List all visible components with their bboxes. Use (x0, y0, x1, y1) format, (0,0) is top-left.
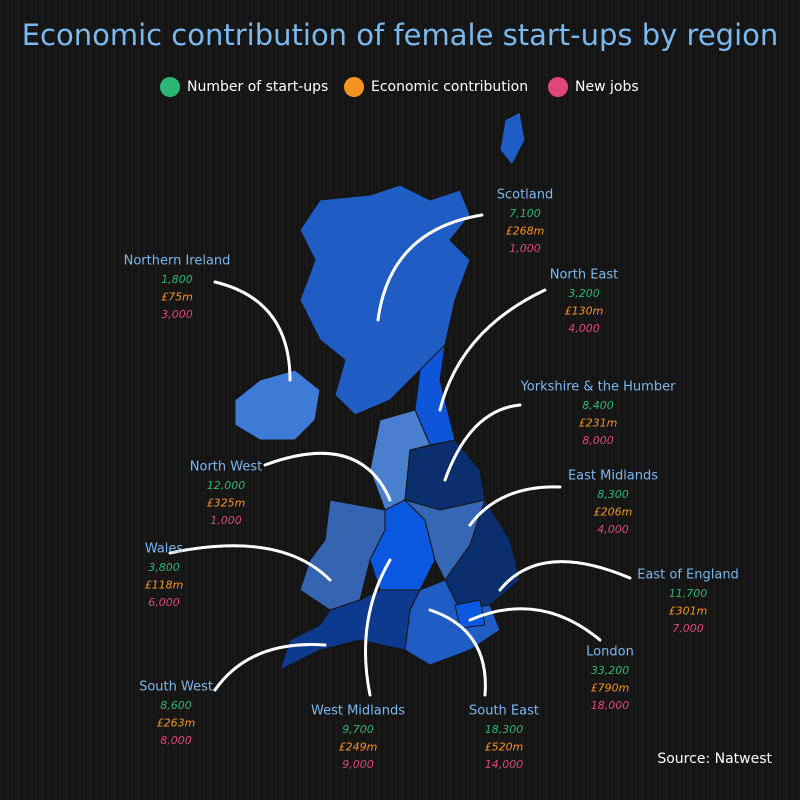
region-jobs: 9,000 (342, 758, 374, 771)
legend-label: Number of start-ups (187, 79, 328, 95)
legend-swatch (548, 77, 568, 97)
region-jobs: 18,000 (591, 699, 630, 712)
region-jobs: 3,000 (161, 308, 193, 321)
region-contribution: £130m (565, 305, 604, 318)
region-startups: 7,100 (509, 207, 541, 220)
connector (443, 403, 522, 482)
region-jobs: 4,000 (597, 523, 629, 536)
region-name: Northern Ireland (124, 254, 231, 269)
region-london (454, 599, 486, 629)
region-jobs: 8,000 (582, 434, 614, 447)
region-contribution: £118m (145, 579, 184, 592)
region-name: Wales (145, 542, 184, 557)
region-contribution: £301m (669, 605, 708, 618)
region-contribution: £325m (207, 497, 246, 510)
region-startups: 8,600 (160, 699, 192, 712)
region-contribution: £268m (506, 225, 545, 238)
region-name: West Midlands (311, 704, 405, 719)
region-startups: 18,300 (485, 723, 524, 736)
region-name: South West (139, 680, 213, 695)
region-jobs: 4,000 (568, 322, 600, 335)
region-jobs: 14,000 (485, 758, 524, 771)
region-startups: 3,200 (568, 287, 600, 300)
region-startups: 1,800 (161, 273, 193, 286)
region-northern-ireland (234, 369, 321, 441)
region-name: Yorkshire & the Humber (520, 380, 677, 395)
region-name: London (586, 645, 634, 660)
region-contribution: £790m (591, 682, 630, 695)
region-contribution: £75m (161, 291, 193, 304)
region-contribution: £249m (339, 741, 378, 754)
region-contribution: £231m (579, 417, 618, 430)
region-jobs: 7,000 (672, 622, 704, 635)
connector (438, 288, 547, 412)
region-name: Scotland (497, 188, 554, 203)
region-startups: 12,000 (207, 479, 246, 492)
region-shetland (499, 111, 526, 166)
region-jobs: 8,000 (160, 734, 192, 747)
connector (263, 451, 392, 502)
region-startups: 9,700 (342, 723, 374, 736)
connector (468, 485, 562, 527)
region-name: North East (550, 268, 619, 283)
connector (498, 560, 632, 592)
region-contribution: £263m (157, 717, 196, 730)
region-name: East Midlands (568, 469, 658, 484)
legend-swatch (344, 77, 364, 97)
connector (428, 608, 487, 697)
legend-label: Economic contribution (371, 79, 528, 95)
region-startups: 3,800 (148, 561, 180, 574)
region-name: South East (469, 704, 539, 719)
region-startups: 11,700 (669, 587, 708, 600)
legend-label: New jobs (575, 79, 639, 95)
title: Economic contribution of female start-up… (22, 18, 779, 52)
region-startups: 33,200 (591, 664, 630, 677)
source: Source: Natwest (657, 751, 772, 767)
connector (213, 280, 292, 382)
region-name: North West (190, 460, 262, 475)
region-startups: 8,300 (597, 488, 629, 501)
connector (168, 544, 332, 582)
legend-swatch (160, 77, 180, 97)
connector (213, 643, 327, 692)
connectors (168, 213, 632, 697)
region-jobs: 6,000 (148, 596, 180, 609)
map (234, 111, 526, 671)
connector (468, 607, 602, 642)
region-jobs: 1,000 (509, 242, 541, 255)
region-contribution: £206m (594, 506, 633, 519)
connector (376, 213, 484, 322)
region-jobs: 1,000 (210, 514, 242, 527)
region-contribution: £520m (485, 741, 524, 754)
connector (364, 558, 392, 697)
region-startups: 8,400 (582, 399, 614, 412)
region-name: East of England (637, 568, 739, 583)
